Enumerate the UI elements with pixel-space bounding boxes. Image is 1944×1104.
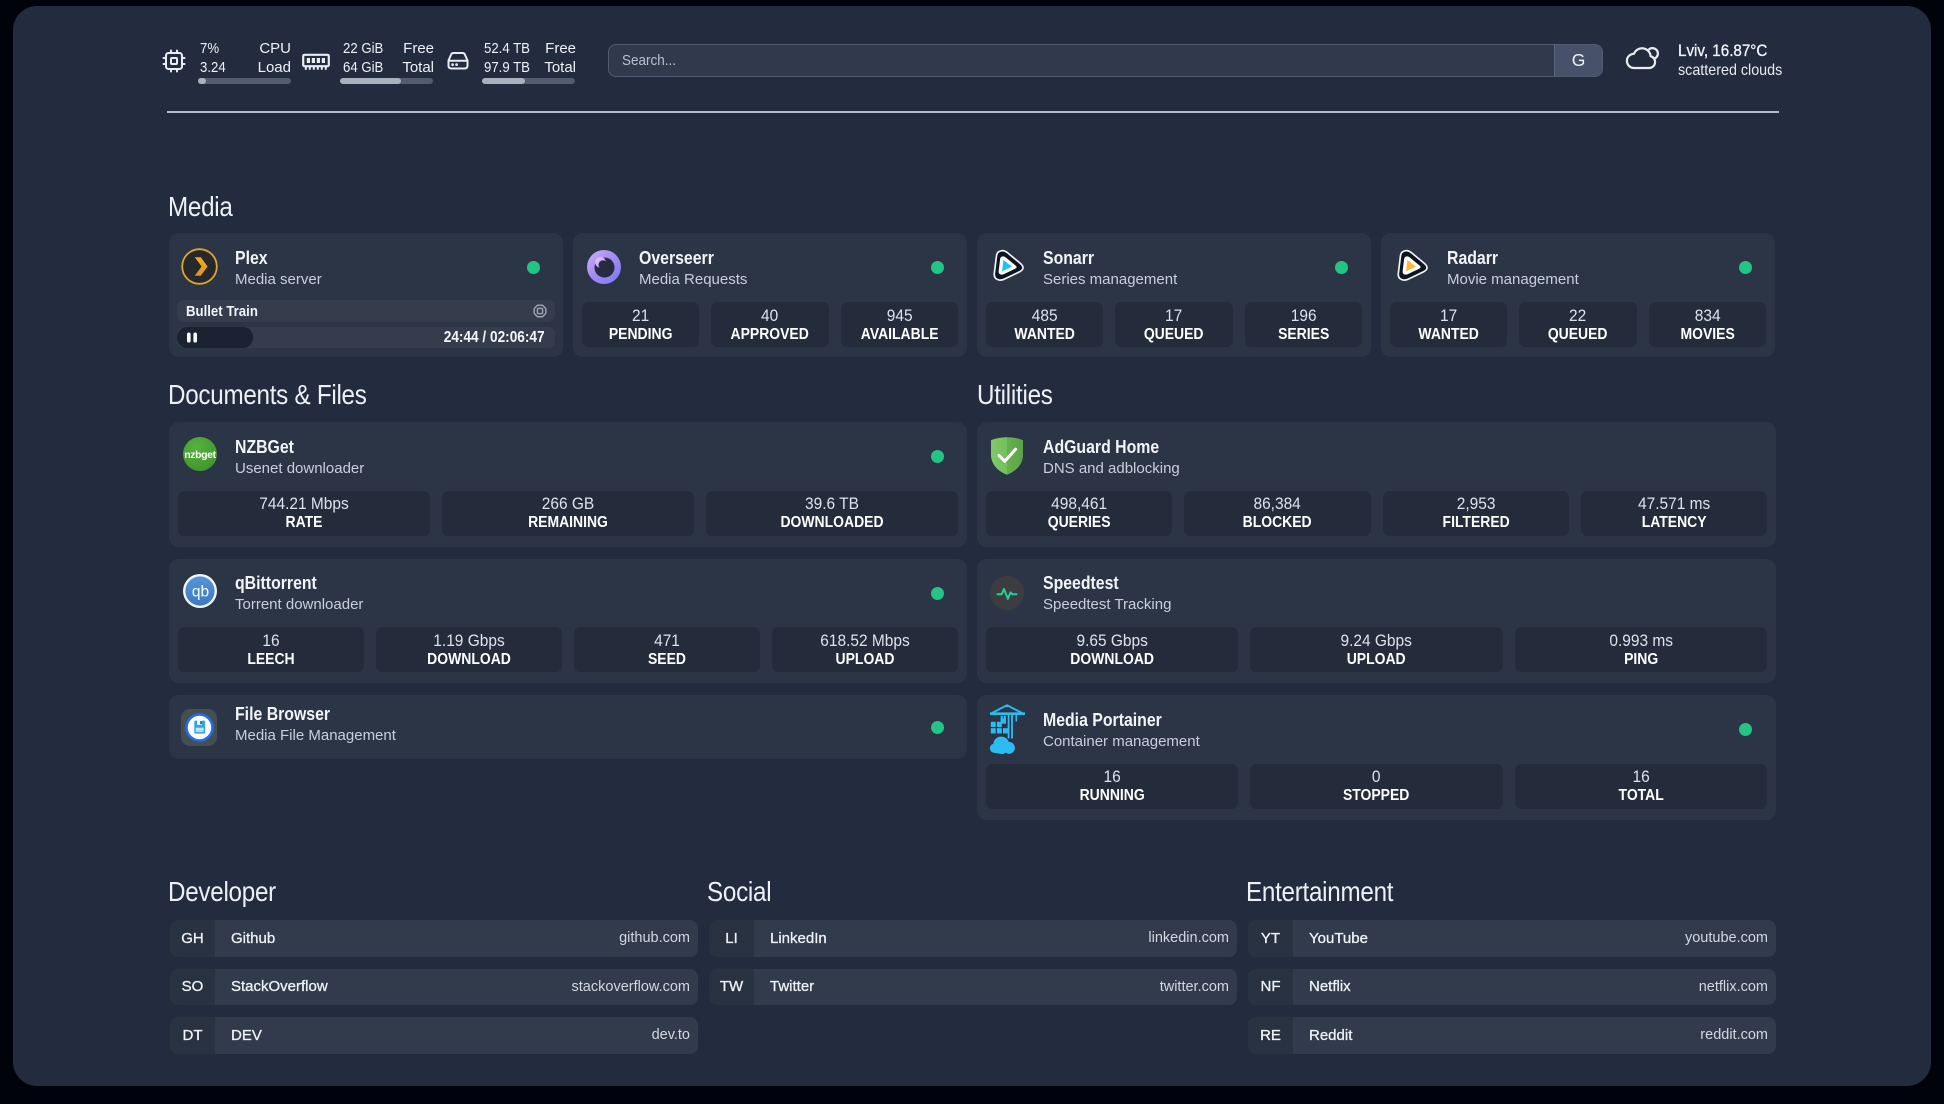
svg-text:nzbget: nzbget <box>184 449 216 461</box>
svg-text:qb: qb <box>192 583 209 600</box>
